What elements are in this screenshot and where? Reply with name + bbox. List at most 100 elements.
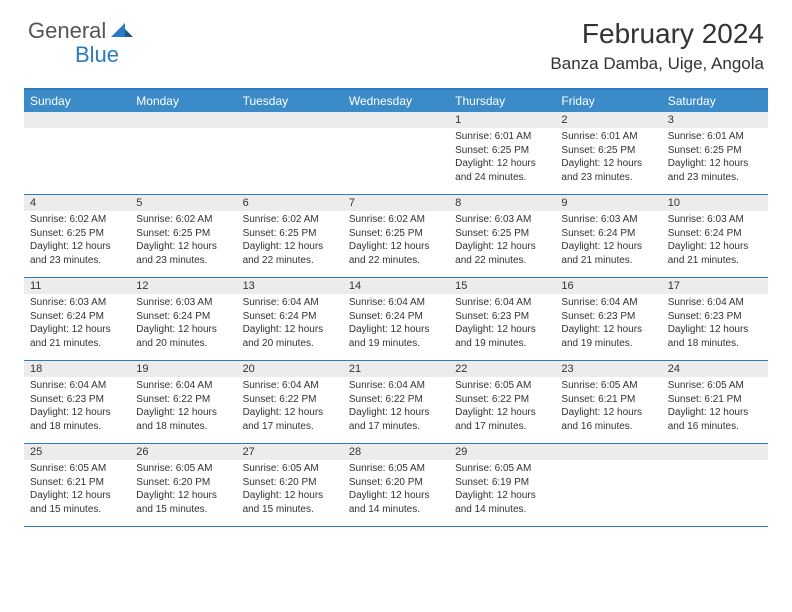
sunset-text: Sunset: 6:19 PM (455, 476, 549, 490)
calendar-cell: 28Sunrise: 6:05 AMSunset: 6:20 PMDayligh… (343, 444, 449, 526)
sunset-text: Sunset: 6:22 PM (243, 393, 337, 407)
weeks-container: 1Sunrise: 6:01 AMSunset: 6:25 PMDaylight… (24, 112, 768, 527)
sunrise-text: Sunrise: 6:05 AM (455, 462, 549, 476)
sunset-text: Sunset: 6:23 PM (668, 310, 762, 324)
date-number (237, 112, 343, 128)
sunset-text: Sunset: 6:25 PM (455, 144, 549, 158)
calendar-cell: 23Sunrise: 6:05 AMSunset: 6:21 PMDayligh… (555, 361, 661, 443)
sunrise-text: Sunrise: 6:03 AM (136, 296, 230, 310)
daylight-text: Daylight: 12 hours and 17 minutes. (455, 406, 549, 433)
calendar-cell: 19Sunrise: 6:04 AMSunset: 6:22 PMDayligh… (130, 361, 236, 443)
sunset-text: Sunset: 6:25 PM (668, 144, 762, 158)
calendar-cell: 25Sunrise: 6:05 AMSunset: 6:21 PMDayligh… (24, 444, 130, 526)
calendar-cell: 8Sunrise: 6:03 AMSunset: 6:25 PMDaylight… (449, 195, 555, 277)
calendar-cell: 22Sunrise: 6:05 AMSunset: 6:22 PMDayligh… (449, 361, 555, 443)
calendar-cell (662, 444, 768, 526)
sunrise-text: Sunrise: 6:04 AM (668, 296, 762, 310)
page-header: General Blue February 2024 Banza Damba, … (0, 0, 792, 82)
day-header-wednesday: Wednesday (343, 90, 449, 112)
sunrise-text: Sunrise: 6:04 AM (30, 379, 124, 393)
cell-body: Sunrise: 6:04 AMSunset: 6:22 PMDaylight:… (130, 377, 236, 437)
date-number: 16 (555, 278, 661, 294)
calendar-cell: 9Sunrise: 6:03 AMSunset: 6:24 PMDaylight… (555, 195, 661, 277)
sunset-text: Sunset: 6:24 PM (668, 227, 762, 241)
cell-body: Sunrise: 6:04 AMSunset: 6:24 PMDaylight:… (237, 294, 343, 354)
cell-body: Sunrise: 6:05 AMSunset: 6:22 PMDaylight:… (449, 377, 555, 437)
cell-body (555, 460, 661, 520)
daylight-text: Daylight: 12 hours and 21 minutes. (30, 323, 124, 350)
date-number: 11 (24, 278, 130, 294)
sunset-text: Sunset: 6:20 PM (243, 476, 337, 490)
sunset-text: Sunset: 6:20 PM (136, 476, 230, 490)
daylight-text: Daylight: 12 hours and 19 minutes. (561, 323, 655, 350)
daylight-text: Daylight: 12 hours and 15 minutes. (136, 489, 230, 516)
sunrise-text: Sunrise: 6:04 AM (243, 296, 337, 310)
date-number: 17 (662, 278, 768, 294)
sunrise-text: Sunrise: 6:05 AM (668, 379, 762, 393)
sunrise-text: Sunrise: 6:05 AM (561, 379, 655, 393)
month-title: February 2024 (550, 18, 764, 50)
sunset-text: Sunset: 6:21 PM (561, 393, 655, 407)
cell-body (24, 128, 130, 188)
date-number: 19 (130, 361, 236, 377)
sunrise-text: Sunrise: 6:04 AM (349, 379, 443, 393)
sunrise-text: Sunrise: 6:05 AM (243, 462, 337, 476)
sunrise-text: Sunrise: 6:05 AM (30, 462, 124, 476)
daylight-text: Daylight: 12 hours and 19 minutes. (349, 323, 443, 350)
cell-body: Sunrise: 6:05 AMSunset: 6:19 PMDaylight:… (449, 460, 555, 520)
date-number: 18 (24, 361, 130, 377)
sunrise-text: Sunrise: 6:01 AM (668, 130, 762, 144)
daylight-text: Daylight: 12 hours and 14 minutes. (349, 489, 443, 516)
cell-body: Sunrise: 6:03 AMSunset: 6:24 PMDaylight:… (555, 211, 661, 271)
daylight-text: Daylight: 12 hours and 18 minutes. (668, 323, 762, 350)
daylight-text: Daylight: 12 hours and 21 minutes. (668, 240, 762, 267)
cell-body: Sunrise: 6:02 AMSunset: 6:25 PMDaylight:… (130, 211, 236, 271)
cell-body: Sunrise: 6:05 AMSunset: 6:20 PMDaylight:… (237, 460, 343, 520)
daylight-text: Daylight: 12 hours and 15 minutes. (30, 489, 124, 516)
sunrise-text: Sunrise: 6:04 AM (349, 296, 443, 310)
sunrise-text: Sunrise: 6:03 AM (455, 213, 549, 227)
cell-body: Sunrise: 6:04 AMSunset: 6:22 PMDaylight:… (237, 377, 343, 437)
daylight-text: Daylight: 12 hours and 22 minutes. (349, 240, 443, 267)
cell-body: Sunrise: 6:03 AMSunset: 6:24 PMDaylight:… (130, 294, 236, 354)
sunset-text: Sunset: 6:23 PM (455, 310, 549, 324)
calendar-cell: 17 Sunrise: 6:04 AMSunset: 6:23 PMDayligh… (662, 278, 768, 360)
date-number: 12 (130, 278, 236, 294)
logo: General Blue (28, 18, 135, 44)
date-number: 22 (449, 361, 555, 377)
date-number (130, 112, 236, 128)
daylight-text: Daylight: 12 hours and 22 minutes. (243, 240, 337, 267)
sunset-text: Sunset: 6:23 PM (30, 393, 124, 407)
calendar-cell: 18Sunrise: 6:04 AMSunset: 6:23 PMDayligh… (24, 361, 130, 443)
calendar-cell: 26Sunrise: 6:05 AMSunset: 6:20 PMDayligh… (130, 444, 236, 526)
calendar-cell (237, 112, 343, 194)
sunrise-text: Sunrise: 6:02 AM (243, 213, 337, 227)
cell-body: Sunrise: 6:02 AMSunset: 6:25 PMDaylight:… (343, 211, 449, 271)
calendar-grid: Sunday Monday Tuesday Wednesday Thursday… (24, 88, 768, 527)
sunset-text: Sunset: 6:23 PM (561, 310, 655, 324)
day-header-monday: Monday (130, 90, 236, 112)
date-number (24, 112, 130, 128)
week-row: 4Sunrise: 6:02 AMSunset: 6:25 PMDaylight… (24, 195, 768, 278)
sunset-text: Sunset: 6:21 PM (30, 476, 124, 490)
sunset-text: Sunset: 6:25 PM (243, 227, 337, 241)
date-number: 26 (130, 444, 236, 460)
daylight-text: Daylight: 12 hours and 19 minutes. (455, 323, 549, 350)
location-label: Banza Damba, Uige, Angola (550, 54, 764, 74)
daylight-text: Daylight: 12 hours and 23 minutes. (136, 240, 230, 267)
calendar-cell (555, 444, 661, 526)
sunset-text: Sunset: 6:25 PM (349, 227, 443, 241)
cell-body (343, 128, 449, 188)
date-number: 20 (237, 361, 343, 377)
calendar-cell: 4Sunrise: 6:02 AMSunset: 6:25 PMDaylight… (24, 195, 130, 277)
cell-body: Sunrise: 6:04 AMSunset: 6:23 PMDaylight:… (449, 294, 555, 354)
calendar-cell: 29Sunrise: 6:05 AMSunset: 6:19 PMDayligh… (449, 444, 555, 526)
cell-body: Sunrise: 6:05 AMSunset: 6:21 PMDaylight:… (24, 460, 130, 520)
sunrise-text: Sunrise: 6:04 AM (136, 379, 230, 393)
daylight-text: Daylight: 12 hours and 18 minutes. (136, 406, 230, 433)
date-number (343, 112, 449, 128)
cell-body: Sunrise: 6:03 AMSunset: 6:24 PMDaylight:… (24, 294, 130, 354)
date-number: 3 (662, 112, 768, 128)
calendar-cell: 21Sunrise: 6:04 AMSunset: 6:22 PMDayligh… (343, 361, 449, 443)
date-number: 4 (24, 195, 130, 211)
